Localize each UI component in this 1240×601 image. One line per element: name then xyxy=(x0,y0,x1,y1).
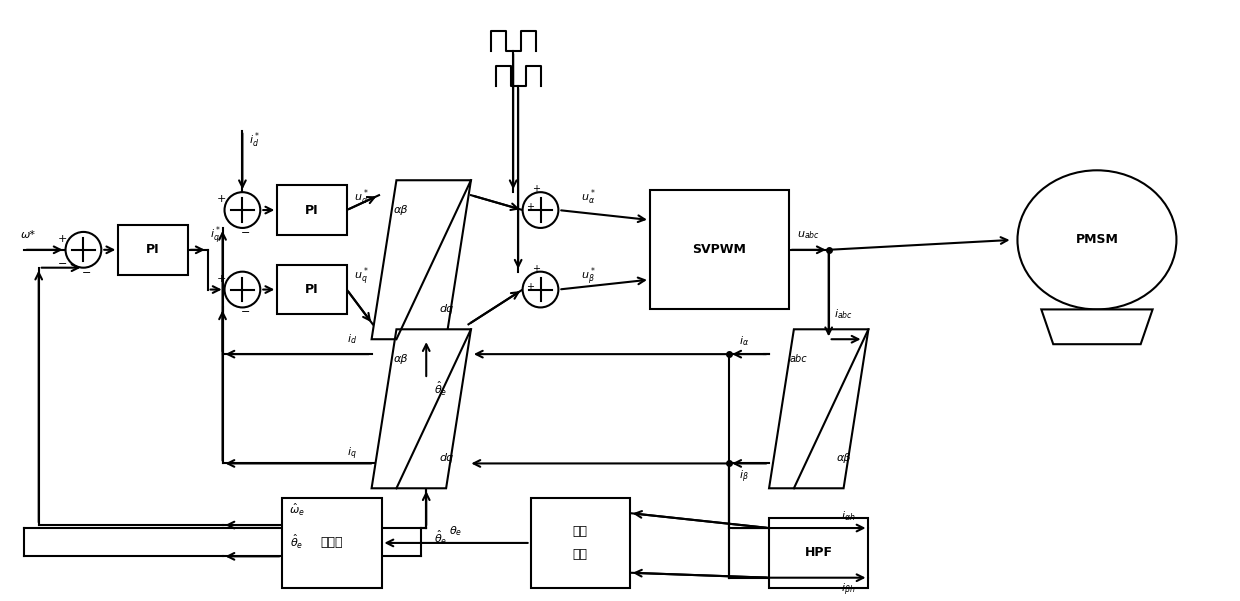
Text: +: + xyxy=(532,184,539,194)
Text: $u_d^*$: $u_d^*$ xyxy=(355,188,370,207)
Bar xyxy=(531,498,630,588)
Text: $u_q^*$: $u_q^*$ xyxy=(355,266,370,288)
Text: −: − xyxy=(241,228,250,238)
Circle shape xyxy=(224,272,260,308)
Polygon shape xyxy=(1042,310,1153,344)
Text: $i_q^*$: $i_q^*$ xyxy=(210,225,221,247)
Text: −: − xyxy=(241,307,250,317)
Text: +: + xyxy=(217,274,226,284)
Text: $u_{abc}$: $u_{abc}$ xyxy=(797,229,820,241)
Text: $i_{βh}$: $i_{βh}$ xyxy=(841,581,856,598)
Text: $i_q$: $i_q$ xyxy=(347,445,357,462)
Text: +: + xyxy=(58,234,67,244)
Text: −: − xyxy=(82,267,91,278)
Circle shape xyxy=(66,232,102,267)
Ellipse shape xyxy=(1018,170,1177,310)
Text: +: + xyxy=(532,264,539,273)
Text: +: + xyxy=(526,281,533,291)
Text: +: + xyxy=(217,194,226,204)
Text: $\hat{\theta}_e$: $\hat{\theta}_e$ xyxy=(290,532,304,551)
Circle shape xyxy=(522,272,558,308)
Text: $u_α^*$: $u_α^*$ xyxy=(580,188,595,207)
Text: 观测器: 观测器 xyxy=(321,537,343,549)
Text: $\hat{\omega}_e$: $\hat{\omega}_e$ xyxy=(289,502,305,518)
Text: dq: dq xyxy=(439,305,454,314)
Polygon shape xyxy=(372,329,471,488)
Text: 信号: 信号 xyxy=(573,525,588,537)
Text: PI: PI xyxy=(305,283,319,296)
Text: $\hat{\theta}_e$: $\hat{\theta}_e$ xyxy=(434,529,448,547)
Text: PI: PI xyxy=(146,243,160,256)
Text: αβ: αβ xyxy=(394,354,409,364)
Bar xyxy=(278,185,347,235)
Text: $i_d^*$: $i_d^*$ xyxy=(249,130,260,150)
Text: $i_β$: $i_β$ xyxy=(739,468,749,484)
Text: $\theta_e$: $\theta_e$ xyxy=(449,524,463,538)
Text: $i_d$: $i_d$ xyxy=(347,332,357,346)
Bar xyxy=(283,498,382,588)
Circle shape xyxy=(224,192,260,228)
Text: PMSM: PMSM xyxy=(1075,233,1118,246)
Text: $i_{αh}$: $i_{αh}$ xyxy=(841,509,856,523)
Text: $u_β^*$: $u_β^*$ xyxy=(580,266,595,288)
Text: 分离: 分离 xyxy=(573,548,588,561)
Text: HPF: HPF xyxy=(805,546,833,560)
Bar xyxy=(118,225,187,275)
Text: $i_α$: $i_α$ xyxy=(739,334,749,348)
Polygon shape xyxy=(372,180,471,339)
Polygon shape xyxy=(769,329,868,488)
Bar xyxy=(650,190,789,310)
Text: αβ: αβ xyxy=(394,205,409,215)
Text: SVPWM: SVPWM xyxy=(692,243,746,256)
Text: +: + xyxy=(526,202,533,212)
Text: abc: abc xyxy=(790,354,807,364)
Text: PI: PI xyxy=(305,204,319,216)
Text: dq: dq xyxy=(439,454,454,463)
Text: $i_{abc}$: $i_{abc}$ xyxy=(835,308,853,322)
Circle shape xyxy=(522,192,558,228)
Text: αβ: αβ xyxy=(836,454,851,463)
Text: −: − xyxy=(58,259,67,269)
Bar xyxy=(769,518,868,588)
Bar xyxy=(278,264,347,314)
Text: $\hat{\theta}_e$: $\hat{\theta}_e$ xyxy=(434,380,448,398)
Text: ω*: ω* xyxy=(21,230,36,240)
